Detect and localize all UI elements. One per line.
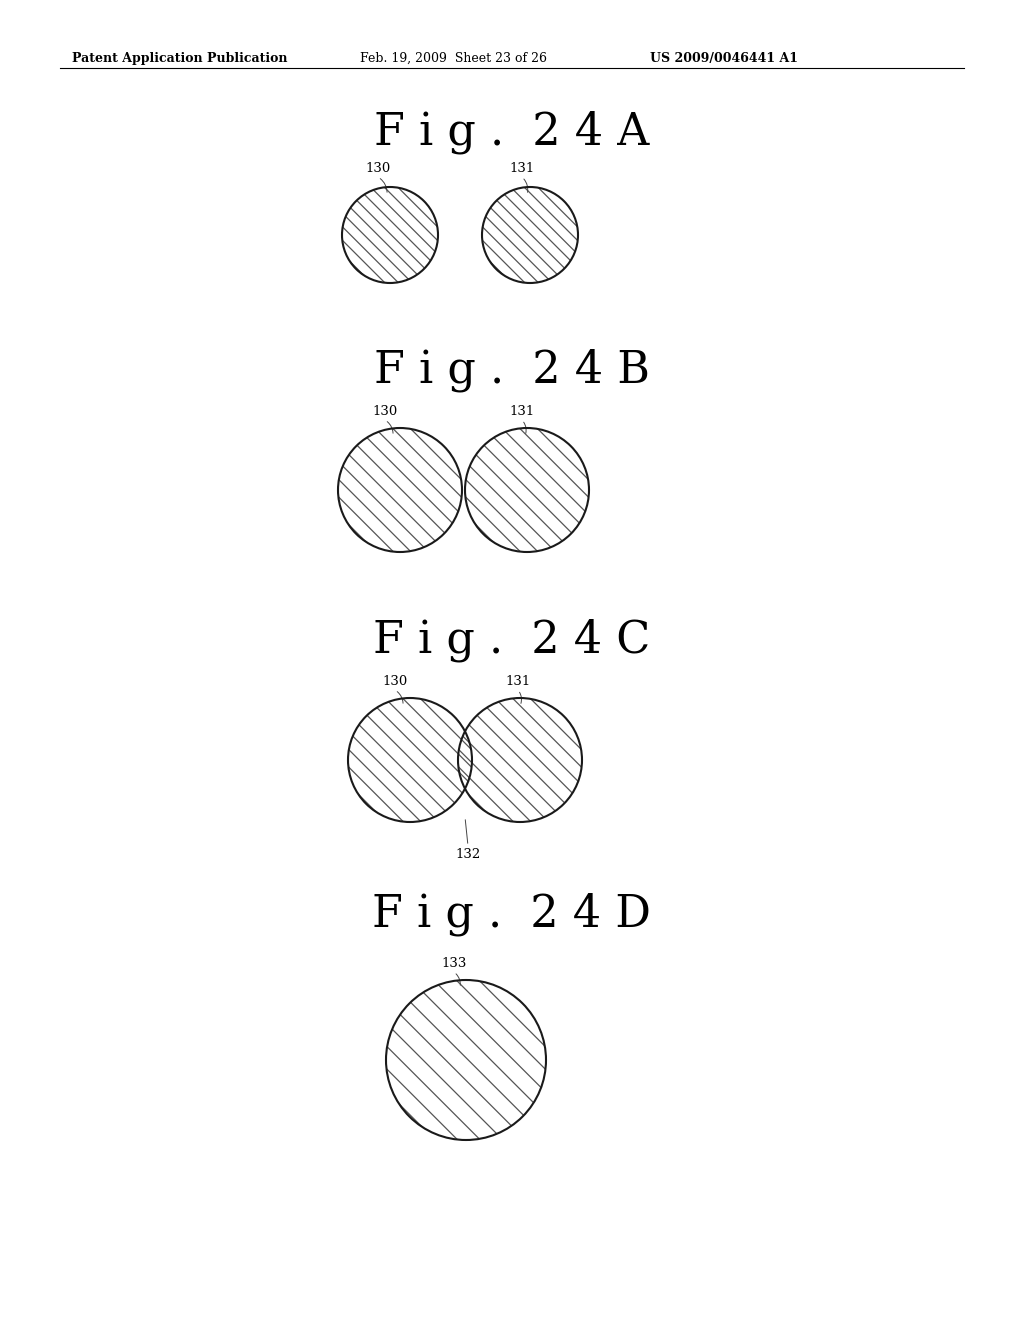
Text: 131: 131 bbox=[509, 405, 535, 418]
Text: 132: 132 bbox=[456, 847, 480, 861]
Text: F i g .  2 4 A: F i g . 2 4 A bbox=[375, 110, 649, 153]
Text: 133: 133 bbox=[441, 957, 467, 970]
Text: 131: 131 bbox=[509, 162, 535, 176]
Circle shape bbox=[338, 428, 462, 552]
Circle shape bbox=[458, 698, 582, 822]
Circle shape bbox=[342, 187, 438, 282]
Text: F i g .  2 4 C: F i g . 2 4 C bbox=[374, 618, 650, 661]
Circle shape bbox=[348, 698, 472, 822]
Text: 130: 130 bbox=[373, 405, 397, 418]
Circle shape bbox=[465, 428, 589, 552]
Circle shape bbox=[386, 979, 546, 1140]
Text: 130: 130 bbox=[382, 675, 408, 688]
Text: Patent Application Publication: Patent Application Publication bbox=[72, 51, 288, 65]
Text: 130: 130 bbox=[366, 162, 390, 176]
Circle shape bbox=[482, 187, 578, 282]
Text: Feb. 19, 2009  Sheet 23 of 26: Feb. 19, 2009 Sheet 23 of 26 bbox=[360, 51, 547, 65]
Text: 131: 131 bbox=[506, 675, 530, 688]
Text: F i g .  2 4 B: F i g . 2 4 B bbox=[374, 348, 650, 392]
Text: US 2009/0046441 A1: US 2009/0046441 A1 bbox=[650, 51, 798, 65]
Text: F i g .  2 4 D: F i g . 2 4 D bbox=[373, 892, 651, 936]
